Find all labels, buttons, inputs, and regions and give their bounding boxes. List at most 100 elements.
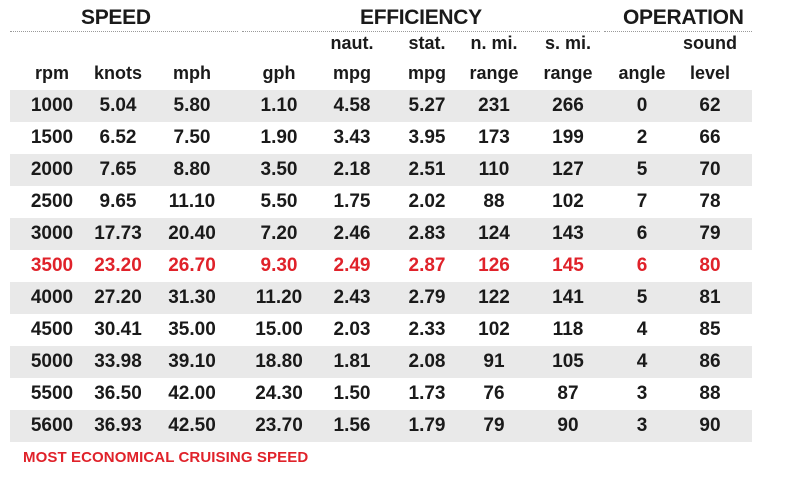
cell-mph: 7.50	[173, 127, 211, 148]
cell-n-mi-range: 173	[478, 127, 510, 148]
cell-naut-mpg: 2.03	[333, 319, 371, 340]
cell-mph: 26.70	[168, 255, 216, 276]
cell-knots: 9.65	[99, 191, 137, 212]
cell-gph: 15.00	[255, 319, 303, 340]
cell-mph: 39.10	[168, 351, 216, 372]
cell-knots: 7.65	[99, 159, 137, 180]
cell-rpm: 2500	[30, 191, 74, 212]
header-s-mi-range: range	[543, 63, 593, 83]
cell-rpm: 4500	[30, 319, 74, 340]
cell-knots: 30.41	[94, 319, 142, 340]
header-n-mi-range-top: n. mi.	[470, 33, 518, 53]
cell-naut-mpg: 1.56	[333, 415, 371, 436]
cell-angle: 7	[636, 191, 648, 212]
cell-stat-mpg: 3.95	[408, 127, 446, 148]
cell-naut-mpg: 3.43	[333, 127, 371, 148]
cell-naut-mpg: 2.43	[333, 287, 371, 308]
cell-s-mi-range: 145	[552, 255, 584, 276]
cell-rpm: 5000	[30, 351, 74, 372]
cell-angle: 6	[636, 255, 648, 276]
table-row: 1000 5.04 5.80 1.10 4.58 5.27 231 266 0 62	[10, 90, 752, 122]
cell-mph: 42.00	[168, 383, 216, 404]
cell-knots: 36.93	[94, 415, 142, 436]
cell-sound-level: 80	[699, 255, 721, 276]
cell-angle: 0	[636, 95, 648, 116]
cell-stat-mpg: 2.87	[408, 255, 446, 276]
cell-sound-level: 79	[699, 223, 721, 244]
cell-stat-mpg: 5.27	[408, 95, 446, 116]
cell-mph: 11.10	[168, 191, 216, 212]
header-n-mi-range: range	[469, 63, 519, 83]
header-stat-mpg-top: stat.	[408, 33, 446, 53]
table-row: 2000 7.65 8.80 3.50 2.18 2.51 110 127 5 70	[10, 154, 752, 186]
group-title-efficiency: EFFICIENCY	[360, 6, 482, 29]
cell-sound-level: 86	[699, 351, 721, 372]
cell-rpm: 1500	[30, 127, 74, 148]
cell-angle: 6	[636, 223, 648, 244]
cell-rpm: 3500	[30, 255, 74, 276]
cell-n-mi-range: 88	[483, 191, 505, 212]
cell-angle: 5	[636, 287, 648, 308]
table-row: 4000 27.20 31.30 11.20 2.43 2.79 122 141 5 81	[10, 282, 752, 314]
table-row: 5000 33.98 39.10 18.80 1.81 2.08 91 105 4 86	[10, 346, 752, 378]
cell-stat-mpg: 2.51	[408, 159, 446, 180]
table-row: 1500 6.52 7.50 1.90 3.43 3.95 173 199 2 66	[10, 122, 752, 154]
cell-sound-level: 81	[699, 287, 721, 308]
group-rule-speed	[10, 31, 238, 32]
group-rule-operation	[604, 31, 752, 32]
table-row: 3500 23.20 26.70 9.30 2.49 2.87 126 145 6 80	[10, 250, 752, 282]
header-naut-mpg: mpg	[333, 63, 371, 83]
cell-sound-level: 85	[699, 319, 721, 340]
cell-stat-mpg: 1.73	[408, 383, 446, 404]
cell-gph: 23.70	[255, 415, 303, 436]
header-mph: mph	[173, 63, 211, 83]
cell-angle: 4	[636, 319, 648, 340]
performance-table: 1000 5.04 5.80 1.10 4.58 5.27 231 266 0 62 1500 6.5…	[10, 90, 752, 442]
header-rpm: rpm	[34, 63, 70, 83]
cell-mph: 8.80	[173, 159, 211, 180]
cell-gph: 5.50	[260, 191, 298, 212]
cell-knots: 33.98	[94, 351, 142, 372]
cell-n-mi-range: 76	[483, 383, 505, 404]
cell-rpm: 2000	[30, 159, 74, 180]
header-stat-mpg: mpg	[408, 63, 446, 83]
cell-knots: 36.50	[94, 383, 142, 404]
header-naut-mpg-top: naut.	[330, 33, 374, 53]
cell-naut-mpg: 1.75	[333, 191, 371, 212]
table-row: 2500 9.65 11.10 5.50 1.75 2.02 88 102 7 78	[10, 186, 752, 218]
cell-sound-level: 90	[699, 415, 721, 436]
cell-stat-mpg: 2.08	[408, 351, 446, 372]
footnote-legend: MOST ECONOMICAL CRUISING SPEED	[23, 449, 309, 466]
cell-n-mi-range: 124	[478, 223, 510, 244]
table-row: 5600 36.93 42.50 23.70 1.56 1.79 79 90 3 90	[10, 410, 752, 442]
cell-n-mi-range: 110	[478, 159, 510, 180]
cell-stat-mpg: 2.33	[408, 319, 446, 340]
cell-s-mi-range: 105	[552, 351, 584, 372]
cell-stat-mpg: 2.79	[408, 287, 446, 308]
group-rule-efficiency	[242, 31, 600, 32]
group-title-speed: SPEED	[81, 6, 151, 29]
cell-gph: 3.50	[260, 159, 298, 180]
cell-gph: 24.30	[255, 383, 303, 404]
cell-knots: 6.52	[99, 127, 137, 148]
cell-n-mi-range: 122	[478, 287, 510, 308]
header-angle: angle	[618, 63, 666, 83]
table-row: 4500 30.41 35.00 15.00 2.03 2.33 102 118 4 85	[10, 314, 752, 346]
group-title-operation: OPERATION	[623, 6, 744, 29]
cell-naut-mpg: 1.50	[333, 383, 371, 404]
header-s-mi-range-top: s. mi.	[544, 33, 592, 53]
cell-naut-mpg: 2.46	[333, 223, 371, 244]
cell-sound-level: 78	[699, 191, 721, 212]
cell-angle: 2	[636, 127, 648, 148]
cell-s-mi-range: 102	[552, 191, 584, 212]
cell-sound-level: 66	[699, 127, 721, 148]
cell-s-mi-range: 127	[552, 159, 584, 180]
cell-s-mi-range: 266	[552, 95, 584, 116]
cell-mph: 31.30	[168, 287, 216, 308]
cell-n-mi-range: 79	[483, 415, 505, 436]
cell-rpm: 5600	[30, 415, 74, 436]
cell-angle: 4	[636, 351, 648, 372]
cell-s-mi-range: 143	[552, 223, 584, 244]
cell-gph: 1.10	[260, 95, 298, 116]
cell-rpm: 5500	[30, 383, 74, 404]
